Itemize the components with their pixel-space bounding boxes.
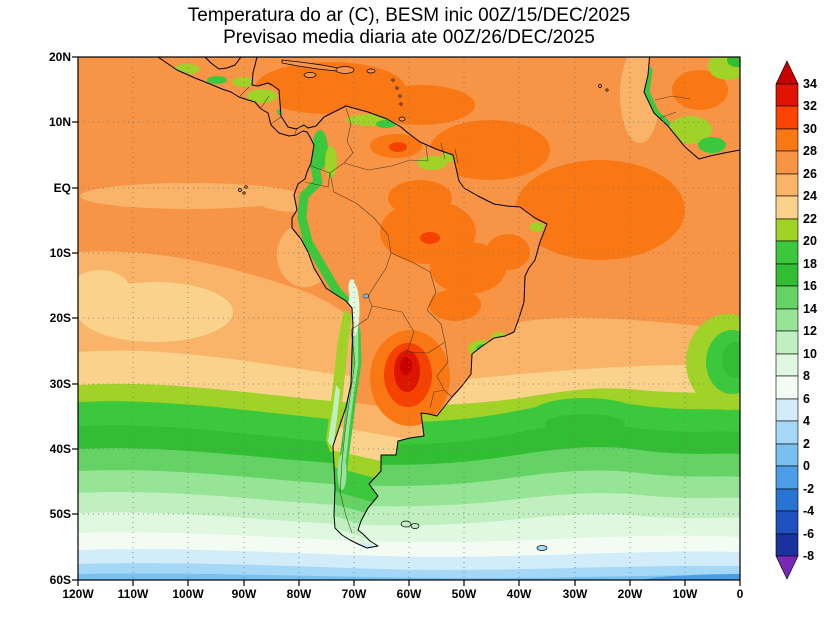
colorbar-segment — [775, 105, 799, 130]
colorbar-segment — [775, 420, 799, 445]
lon-label: 110W — [118, 587, 149, 601]
colorbar-segment — [775, 308, 799, 332]
colorbar-tick-label: 20 — [803, 234, 817, 248]
colorbar-segment — [775, 330, 799, 355]
colorbar-tick-label: 6 — [803, 392, 810, 406]
colorbar-tick-label: 0 — [803, 459, 810, 473]
colorbar-segment — [775, 173, 799, 197]
colorbar-tick-label: 26 — [803, 167, 817, 181]
colorbar-segment — [775, 353, 799, 377]
colorbar-segment — [775, 195, 799, 220]
se-atlantic-green-patch — [686, 314, 740, 410]
colorbar-segment — [775, 128, 799, 152]
colorbar-tick-label: 34 — [803, 77, 817, 91]
lon-label: 120W — [62, 587, 94, 601]
colorbar-tick-label: -4 — [803, 504, 814, 518]
axis-ticks — [72, 56, 741, 586]
colorbar-segment — [775, 488, 799, 512]
lat-label: 10S — [50, 246, 71, 260]
colorbar-over-arrow — [775, 60, 799, 85]
colorbar-tick-label: 28 — [803, 144, 817, 158]
lon-label: 50W — [452, 587, 477, 601]
colorbar-tick-label: 18 — [803, 257, 817, 271]
colorbar-under-arrow — [775, 555, 799, 580]
colorbar-tick-label: 12 — [803, 324, 817, 338]
colorbar-segment — [775, 285, 799, 310]
lat-label: 40S — [50, 442, 71, 456]
colorbar: 34 32 30 28 26 24 22 20 18 16 14 12 10 8… — [775, 60, 817, 580]
graticule — [78, 57, 740, 580]
colorbar-segment — [775, 398, 799, 422]
lat-label: 20N — [49, 50, 71, 64]
chart-title-line2: Previsao media diaria ate 00Z/26/DEC/202… — [223, 27, 595, 48]
colorbar-segment — [775, 533, 799, 557]
colorbar-tick-label: 22 — [803, 212, 817, 226]
colorbar-segment — [775, 150, 799, 175]
colorbar-segment — [775, 263, 799, 287]
lon-label: 0 — [737, 587, 744, 601]
lat-label: 10N — [49, 115, 71, 129]
lat-label: EQ — [54, 181, 71, 195]
hot-spot-argentina — [370, 330, 450, 426]
lake-titicaca — [362, 293, 370, 299]
colorbar-segment — [775, 375, 799, 400]
venezuela-hot-spot — [389, 142, 407, 152]
lat-label: 20S — [50, 311, 71, 325]
country-borders — [239, 86, 691, 534]
lon-label: 70W — [342, 587, 367, 601]
se-pacific-22-24-patch — [78, 270, 233, 342]
lat-label: 30S — [50, 377, 71, 391]
islands — [238, 59, 609, 551]
humboldt-coastal-strip — [326, 310, 352, 452]
colorbar-tick-label: 30 — [803, 122, 817, 136]
colorbar-segment — [775, 465, 799, 490]
colorbar-segment — [775, 83, 799, 107]
band-0-2 — [78, 573, 740, 580]
lon-label: 80W — [287, 587, 312, 601]
lat-label: 60S — [50, 573, 71, 587]
africa-temperature-field — [644, 57, 740, 153]
colorbar-segment — [775, 443, 799, 467]
colorbar-segment — [775, 510, 799, 535]
lon-label: 60W — [397, 587, 422, 601]
colorbar-tick-label: 10 — [803, 347, 817, 361]
colorbar-tick-label: 2 — [803, 437, 810, 451]
band-neg2-0 — [640, 574, 740, 580]
colorbar-tick-label: 4 — [803, 414, 810, 428]
colorbar-tick-label: -2 — [803, 482, 814, 496]
colorbar-tick-label: -8 — [803, 549, 814, 563]
ocean-warm-patches — [255, 62, 685, 260]
colorbar-labels: 34 32 30 28 26 24 22 20 18 16 14 12 10 8… — [803, 77, 817, 563]
lon-label: 100W — [172, 587, 204, 601]
atlantic-cool-bulge — [533, 398, 637, 434]
map-plot-area — [78, 57, 740, 580]
chart-title-line1: Temperatura do ar (C), BESM inic 00Z/15/… — [188, 5, 630, 26]
colorbar-tick-label: 16 — [803, 279, 817, 293]
colorbar-tick-label: 8 — [803, 369, 810, 383]
colorbar-tick-label: -6 — [803, 527, 814, 541]
lon-label: 20W — [618, 587, 643, 601]
amazon-hot-spot — [420, 232, 440, 244]
colorbar-tick-label: 24 — [803, 189, 817, 203]
lon-label: 10W — [673, 587, 698, 601]
lon-label: 30W — [563, 587, 588, 601]
lon-label: 90W — [232, 587, 257, 601]
colorbar-segment — [775, 240, 799, 265]
lat-label: 50S — [50, 507, 71, 521]
colorbar-segment — [775, 218, 799, 242]
lon-axis-labels: 120W 110W 100W 90W 80W 70W 60W 50W 40W 3… — [62, 587, 743, 601]
colorbar-tick-label: 32 — [803, 99, 817, 113]
lon-label: 40W — [507, 587, 532, 601]
lat-axis-labels: 20N 10N EQ 10S 20S 30S 40S 50S 60S — [49, 50, 71, 587]
colorbar-tick-label: 14 — [803, 302, 817, 316]
